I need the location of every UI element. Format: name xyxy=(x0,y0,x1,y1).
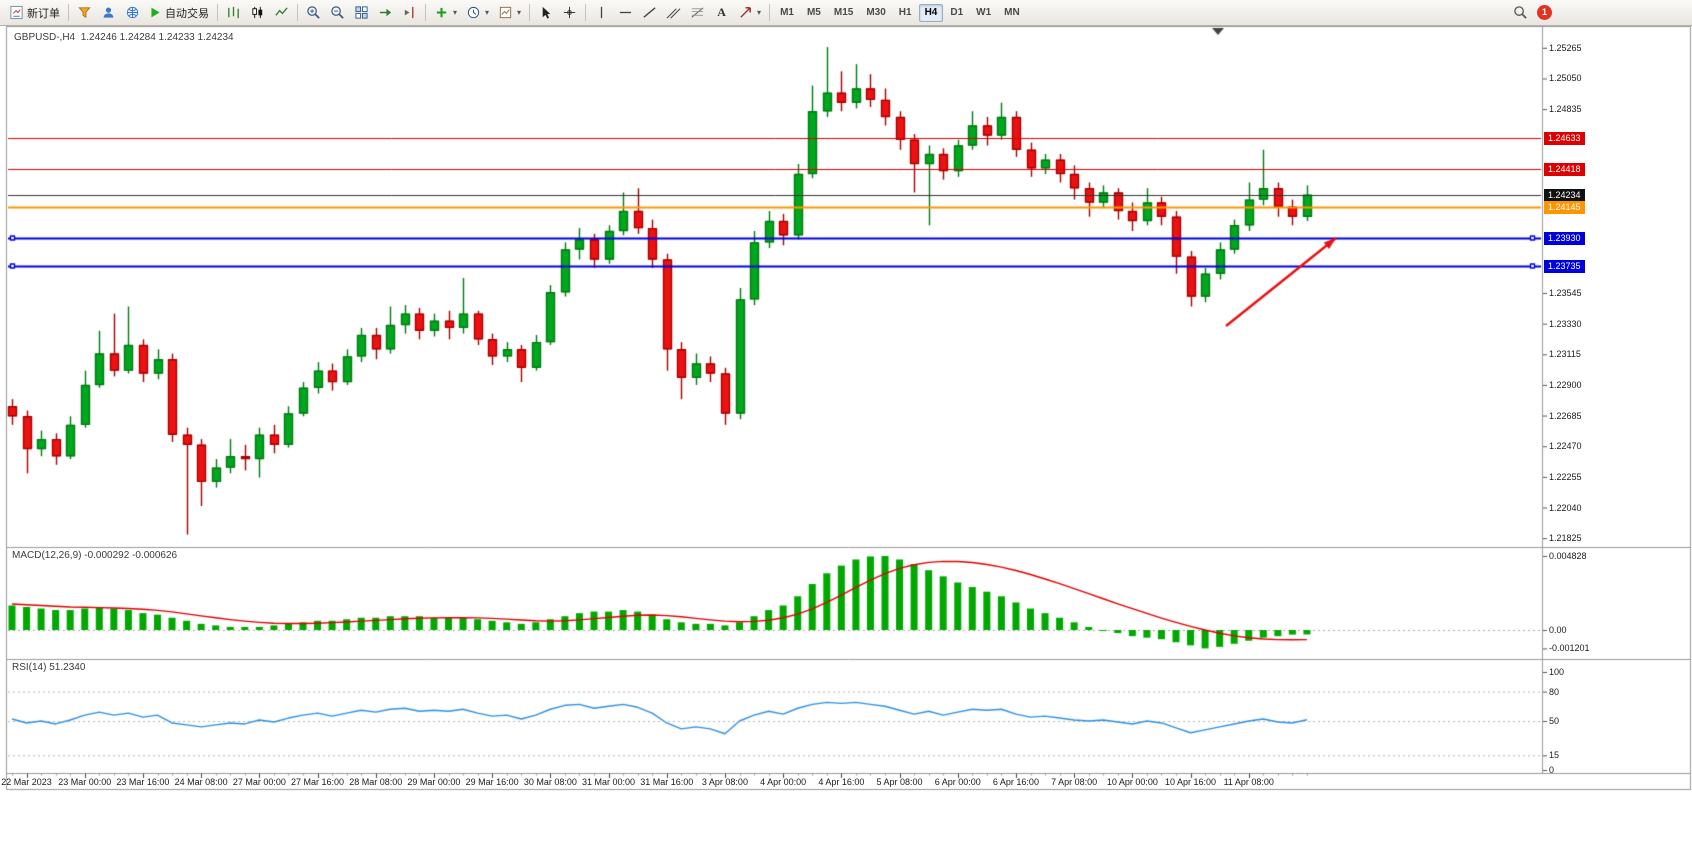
trendline-icon xyxy=(642,5,657,20)
chevron-down-icon: ▾ xyxy=(485,8,490,17)
zoom-out-icon xyxy=(330,5,345,20)
fibonacci-tool-button[interactable] xyxy=(686,2,709,23)
channel-tool-button[interactable] xyxy=(662,2,685,23)
vertical-line-icon xyxy=(594,5,609,20)
bar-chart-button[interactable] xyxy=(222,2,245,23)
text-tool-icon: A xyxy=(717,5,726,19)
candlestick-chart-icon xyxy=(250,5,265,20)
auto-scroll-button[interactable] xyxy=(374,2,397,23)
ohlc-values-label: 1.24246 1.24284 1.24233 1.24234 xyxy=(80,32,234,43)
line-chart-icon xyxy=(274,5,289,20)
arrow-tool-icon xyxy=(738,5,753,20)
search-button[interactable] xyxy=(1509,2,1532,23)
funnel-icon xyxy=(77,5,92,20)
toolbar-separator xyxy=(297,4,298,21)
tile-windows-icon xyxy=(354,5,369,20)
timeframe-button-m5[interactable]: M5 xyxy=(801,4,827,22)
trendline-tool-button[interactable] xyxy=(638,2,661,23)
cursor-button[interactable] xyxy=(534,2,557,23)
signals-button[interactable] xyxy=(97,2,120,23)
search-icon xyxy=(1513,5,1528,20)
zoom-in-icon xyxy=(306,5,321,20)
timeframe-button-mn[interactable]: MN xyxy=(998,4,1026,22)
equidistant-channel-icon xyxy=(666,5,681,20)
timeframe-button-w1[interactable]: W1 xyxy=(970,4,997,22)
indicators-button[interactable]: ▾ xyxy=(430,2,461,23)
zoom-out-button[interactable] xyxy=(326,2,349,23)
chart-shift-icon xyxy=(402,5,417,20)
auto-scroll-icon xyxy=(378,5,393,20)
chevron-down-icon: ▾ xyxy=(757,8,762,17)
periods-button[interactable]: ▾ xyxy=(462,2,493,23)
new-order-button[interactable]: 新订单 xyxy=(5,2,64,23)
toolbar-separator xyxy=(68,4,69,21)
community-button[interactable] xyxy=(121,2,144,23)
main-toolbar: 新订单 自动交易 ▾ ▾ ▾ A ▾ M1 M5 M15 M30 H1 H4 D1 W1 MN … xyxy=(0,0,1692,26)
arrows-tool-button[interactable]: ▾ xyxy=(734,2,765,23)
timeframe-button-m15[interactable]: M15 xyxy=(828,4,859,22)
toolbar-separator xyxy=(425,4,426,21)
toolbar-separator xyxy=(585,4,587,21)
timeframe-button-h4[interactable]: H4 xyxy=(918,3,944,22)
zoom-in-button[interactable] xyxy=(302,2,325,23)
globe-icon xyxy=(125,5,140,20)
notification-badge: 1 xyxy=(1537,5,1552,20)
template-icon xyxy=(498,5,513,20)
chart-canvas[interactable] xyxy=(0,26,1692,792)
crosshair-button[interactable] xyxy=(558,2,581,23)
cursor-arrow-icon xyxy=(538,5,553,20)
timeframe-button-m1[interactable]: M1 xyxy=(774,4,800,22)
notifications-button[interactable]: 1 xyxy=(1533,2,1556,23)
bar-chart-icon xyxy=(226,5,241,20)
chevron-down-icon: ▾ xyxy=(517,8,522,17)
toolbar-separator xyxy=(769,4,771,21)
fibonacci-icon xyxy=(690,5,705,20)
crosshair-icon xyxy=(562,5,577,20)
timeframe-button-d1[interactable]: D1 xyxy=(944,4,969,22)
candlestick-chart-button[interactable] xyxy=(246,2,269,23)
text-tool-button[interactable]: A xyxy=(710,2,733,23)
horizontal-line-icon xyxy=(618,5,633,20)
auto-trading-button[interactable]: 自动交易 xyxy=(145,2,213,23)
line-chart-button[interactable] xyxy=(270,2,293,23)
vertical-line-tool-button[interactable] xyxy=(590,2,613,23)
toolbar-separator xyxy=(217,4,218,21)
market-button[interactable] xyxy=(73,2,96,23)
tile-windows-button[interactable] xyxy=(350,2,373,23)
chevron-down-icon: ▾ xyxy=(453,8,458,17)
horizontal-line-tool-button[interactable] xyxy=(614,2,637,23)
timeframe-button-h1[interactable]: H1 xyxy=(893,4,918,22)
timeframe-button-m30[interactable]: M30 xyxy=(860,4,891,22)
chart-window: GBPUSD-,H4 1.24246 1.24284 1.24233 1.242… xyxy=(0,26,1692,792)
templates-button[interactable]: ▾ xyxy=(494,2,525,23)
chart-shift-button[interactable] xyxy=(398,2,421,23)
chart-symbol-ohlc-label: GBPUSD-,H4 1.24246 1.24284 1.24233 1.242… xyxy=(14,32,234,43)
clock-icon xyxy=(466,5,481,20)
auto-trading-label: 自动交易 xyxy=(165,7,209,20)
play-icon xyxy=(149,6,162,19)
rsi-indicator-label: RSI(14) 51.2340 xyxy=(12,662,86,673)
person-icon xyxy=(101,5,116,20)
toolbar-separator xyxy=(529,4,531,21)
symbol-period-label: GBPUSD-,H4 xyxy=(14,32,76,43)
new-order-icon xyxy=(9,5,24,20)
timeframe-group: M1 M5 M15 M30 H1 H4 D1 W1 MN xyxy=(774,3,1026,22)
new-order-label: 新订单 xyxy=(27,7,60,20)
macd-indicator-label: MACD(12,26,9) -0.000292 -0.000626 xyxy=(12,550,178,561)
indicators-plus-icon xyxy=(434,5,449,20)
